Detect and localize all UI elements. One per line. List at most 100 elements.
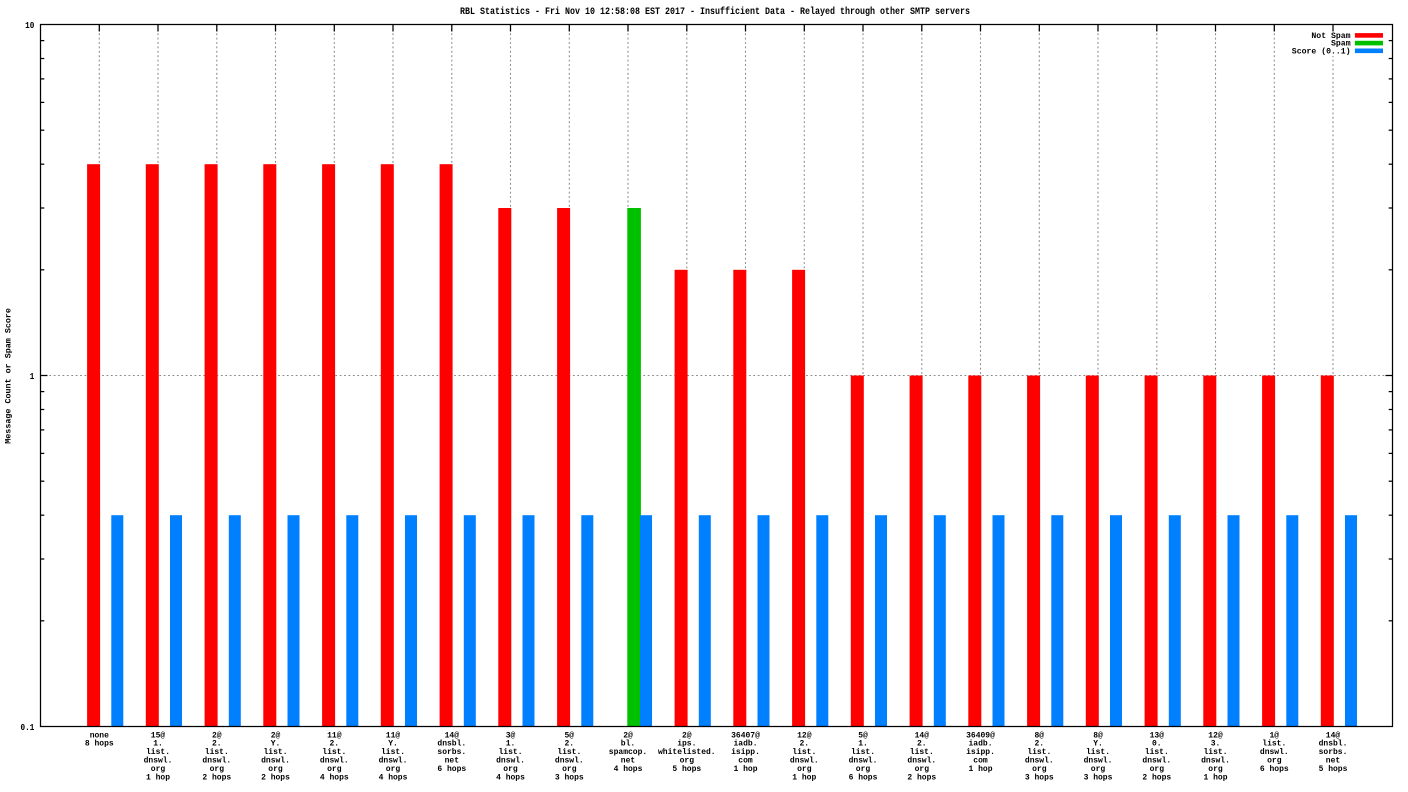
svg-text:dnswl.: dnswl. xyxy=(1260,748,1289,757)
svg-text:iadb.: iadb. xyxy=(968,740,992,749)
svg-text:36409@: 36409@ xyxy=(966,731,995,740)
svg-text:2.: 2. xyxy=(1034,740,1044,749)
svg-text:4 hops: 4 hops xyxy=(320,773,349,782)
svg-text:org: org xyxy=(797,765,812,774)
svg-text:2 hops: 2 hops xyxy=(202,773,231,782)
svg-text:2.: 2. xyxy=(329,740,339,749)
svg-text:com: com xyxy=(738,757,753,766)
svg-text:0.: 0. xyxy=(1152,740,1162,749)
svg-text:2@: 2@ xyxy=(212,731,222,740)
svg-text:sorbs.: sorbs. xyxy=(437,748,466,757)
svg-text:5@: 5@ xyxy=(564,731,574,740)
svg-text:org: org xyxy=(1091,765,1106,774)
svg-text:org: org xyxy=(210,765,225,774)
svg-text:2 hops: 2 hops xyxy=(1142,773,1171,782)
svg-text:14@: 14@ xyxy=(1326,731,1341,740)
svg-text:36407@: 36407@ xyxy=(731,731,760,740)
svg-text:dnswl.: dnswl. xyxy=(320,757,349,766)
svg-text:isipp.: isipp. xyxy=(966,748,995,757)
svg-text:net: net xyxy=(1326,757,1341,766)
svg-text:Not Spam: Not Spam xyxy=(1311,31,1350,41)
svg-text:org: org xyxy=(268,765,283,774)
svg-text:spamcop.: spamcop. xyxy=(609,748,647,757)
svg-text:4 hops: 4 hops xyxy=(379,773,408,782)
svg-text:1.: 1. xyxy=(506,740,516,749)
svg-text:4 hops: 4 hops xyxy=(614,765,643,774)
svg-text:Y.: Y. xyxy=(388,740,398,749)
svg-text:list.: list. xyxy=(1086,748,1110,757)
svg-text:com: com xyxy=(973,757,988,766)
svg-text:org: org xyxy=(327,765,342,774)
svg-text:1 hop: 1 hop xyxy=(1203,773,1227,782)
svg-text:dnswl.: dnswl. xyxy=(907,757,936,766)
svg-text:3 hops: 3 hops xyxy=(1084,773,1113,782)
svg-text:2.: 2. xyxy=(917,740,927,749)
svg-text:Spam: Spam xyxy=(1331,39,1351,49)
svg-text:dnswl.: dnswl. xyxy=(1025,757,1054,766)
svg-text:list.: list. xyxy=(263,748,287,757)
svg-text:1: 1 xyxy=(30,372,35,382)
svg-text:dnswl.: dnswl. xyxy=(144,757,173,766)
svg-text:list.: list. xyxy=(146,748,170,757)
svg-text:dnswl.: dnswl. xyxy=(261,757,290,766)
svg-text:Y.: Y. xyxy=(1093,740,1103,749)
svg-text:list.: list. xyxy=(792,748,816,757)
svg-text:RBL Statistics - Fri Nov 10 12: RBL Statistics - Fri Nov 10 12:58:08 EST… xyxy=(460,6,970,18)
svg-text:5 hops: 5 hops xyxy=(1319,765,1348,774)
svg-text:list.: list. xyxy=(1145,748,1169,757)
svg-text:5 hops: 5 hops xyxy=(672,765,701,774)
svg-text:org: org xyxy=(1150,765,1165,774)
svg-text:sorbs.: sorbs. xyxy=(1319,748,1348,757)
svg-text:whitelisted.: whitelisted. xyxy=(658,748,716,757)
svg-text:2 hops: 2 hops xyxy=(261,773,290,782)
svg-text:iadb.: iadb. xyxy=(733,740,757,749)
svg-text:6 hops: 6 hops xyxy=(437,765,466,774)
svg-text:dnswl.: dnswl. xyxy=(555,757,584,766)
svg-text:Y.: Y. xyxy=(271,740,281,749)
svg-text:org: org xyxy=(680,757,695,766)
svg-text:3 hops: 3 hops xyxy=(555,773,584,782)
svg-text:2 hops: 2 hops xyxy=(907,773,936,782)
svg-text:2@: 2@ xyxy=(271,731,281,740)
svg-text:1 hop: 1 hop xyxy=(792,773,816,782)
svg-text:1.: 1. xyxy=(153,740,163,749)
svg-text:org: org xyxy=(503,765,518,774)
svg-text:2.: 2. xyxy=(799,740,809,749)
svg-text:list.: list. xyxy=(1027,748,1051,757)
svg-text:dnswl.: dnswl. xyxy=(379,757,408,766)
svg-text:12@: 12@ xyxy=(797,731,812,740)
svg-text:org: org xyxy=(151,765,166,774)
svg-text:isipp.: isipp. xyxy=(731,748,760,757)
svg-text:list.: list. xyxy=(1203,748,1227,757)
svg-text:list.: list. xyxy=(322,748,346,757)
svg-text:dnswl.: dnswl. xyxy=(496,757,525,766)
svg-text:list.: list. xyxy=(1262,740,1286,749)
svg-text:dnswl.: dnswl. xyxy=(1201,757,1230,766)
svg-text:11@: 11@ xyxy=(386,731,401,740)
svg-text:8@: 8@ xyxy=(1034,731,1044,740)
svg-text:1 hop: 1 hop xyxy=(968,765,992,774)
svg-text:5@: 5@ xyxy=(858,731,868,740)
svg-text:list.: list. xyxy=(851,748,875,757)
svg-text:1 hop: 1 hop xyxy=(733,765,757,774)
svg-text:dnswl.: dnswl. xyxy=(790,757,819,766)
svg-text:12@: 12@ xyxy=(1208,731,1223,740)
svg-text:1 hop: 1 hop xyxy=(146,773,170,782)
svg-text:3@: 3@ xyxy=(506,731,516,740)
svg-text:org: org xyxy=(915,765,930,774)
svg-text:none: none xyxy=(90,731,109,740)
svg-text:org: org xyxy=(856,765,871,774)
svg-text:bl.: bl. xyxy=(621,740,635,749)
svg-text:list.: list. xyxy=(381,748,405,757)
svg-text:4 hops: 4 hops xyxy=(496,773,525,782)
svg-text:net: net xyxy=(445,757,460,766)
svg-text:org: org xyxy=(386,765,401,774)
svg-text:Score (0..1): Score (0..1) xyxy=(1292,46,1351,56)
svg-text:3.: 3. xyxy=(1211,740,1221,749)
svg-text:6 hops: 6 hops xyxy=(849,773,878,782)
svg-text:dnswl.: dnswl. xyxy=(849,757,878,766)
svg-text:2@: 2@ xyxy=(623,731,633,740)
svg-text:list.: list. xyxy=(498,748,522,757)
svg-text:org: org xyxy=(1267,757,1282,766)
svg-text:dnswl.: dnswl. xyxy=(1142,757,1171,766)
